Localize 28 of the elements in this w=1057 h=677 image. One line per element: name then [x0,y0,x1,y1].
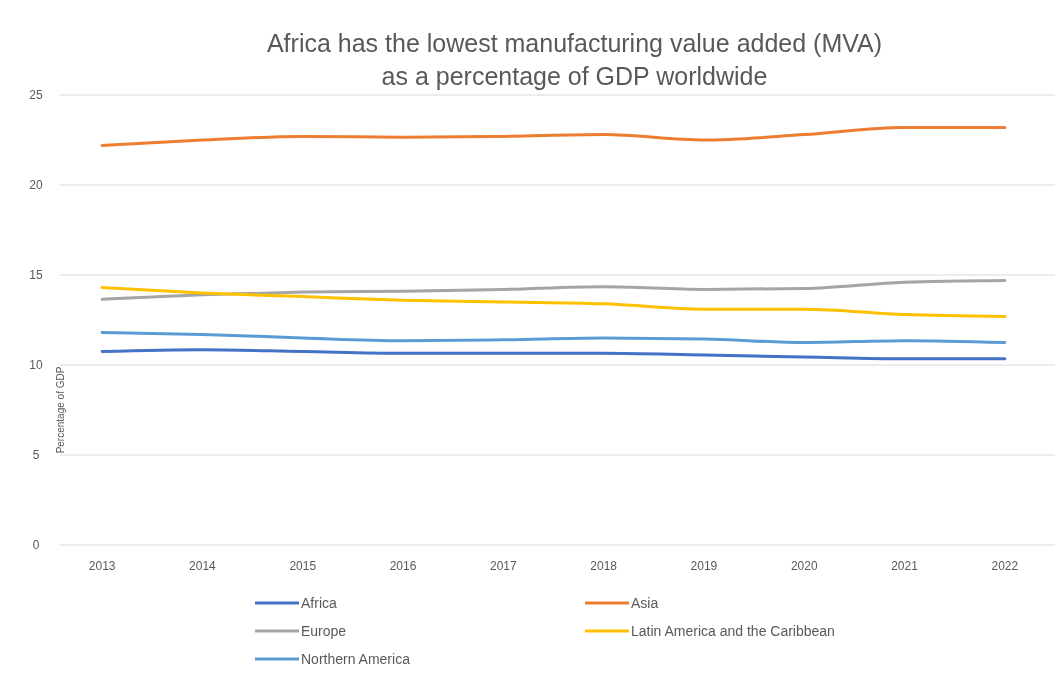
x-tick-label: 2013 [88,559,116,573]
line-series [100,348,1007,361]
legend-label: Latin America and the Caribbean [631,623,835,639]
y-tick-label: 5 [32,448,40,462]
x-tick-label: 2017 [490,559,518,573]
line-series [100,331,1007,344]
line-series [100,125,1007,147]
y-tick-label: 10 [29,358,43,372]
legend-label: Europe [301,623,347,639]
line-series [100,286,1007,318]
legend-label: Africa [301,595,337,611]
x-tick-label: 2021 [891,559,919,573]
legend-label: Asia [631,595,659,611]
y-tick-label: 0 [32,538,40,552]
x-tick-label: 2020 [790,559,818,573]
line-series [100,278,1007,301]
x-tick-label: 2014 [189,559,217,573]
y-tick-label: 25 [29,88,43,102]
y-tick-label: 15 [29,268,43,282]
legend-label: Northern America [301,651,411,667]
y-tick-label: 20 [29,178,43,192]
x-tick-label: 2019 [690,559,718,573]
chart-title: Africa has the lowest manufacturing value added (MVA) as a percentage of GDP worldwide [266,29,883,90]
x-tick-label: 2018 [590,559,618,573]
x-tick-label: 2016 [389,559,417,573]
x-tick-label: 2022 [991,559,1019,573]
y-axis-title: Percentage of GDP [55,366,66,454]
x-tick-label: 2015 [289,559,317,573]
